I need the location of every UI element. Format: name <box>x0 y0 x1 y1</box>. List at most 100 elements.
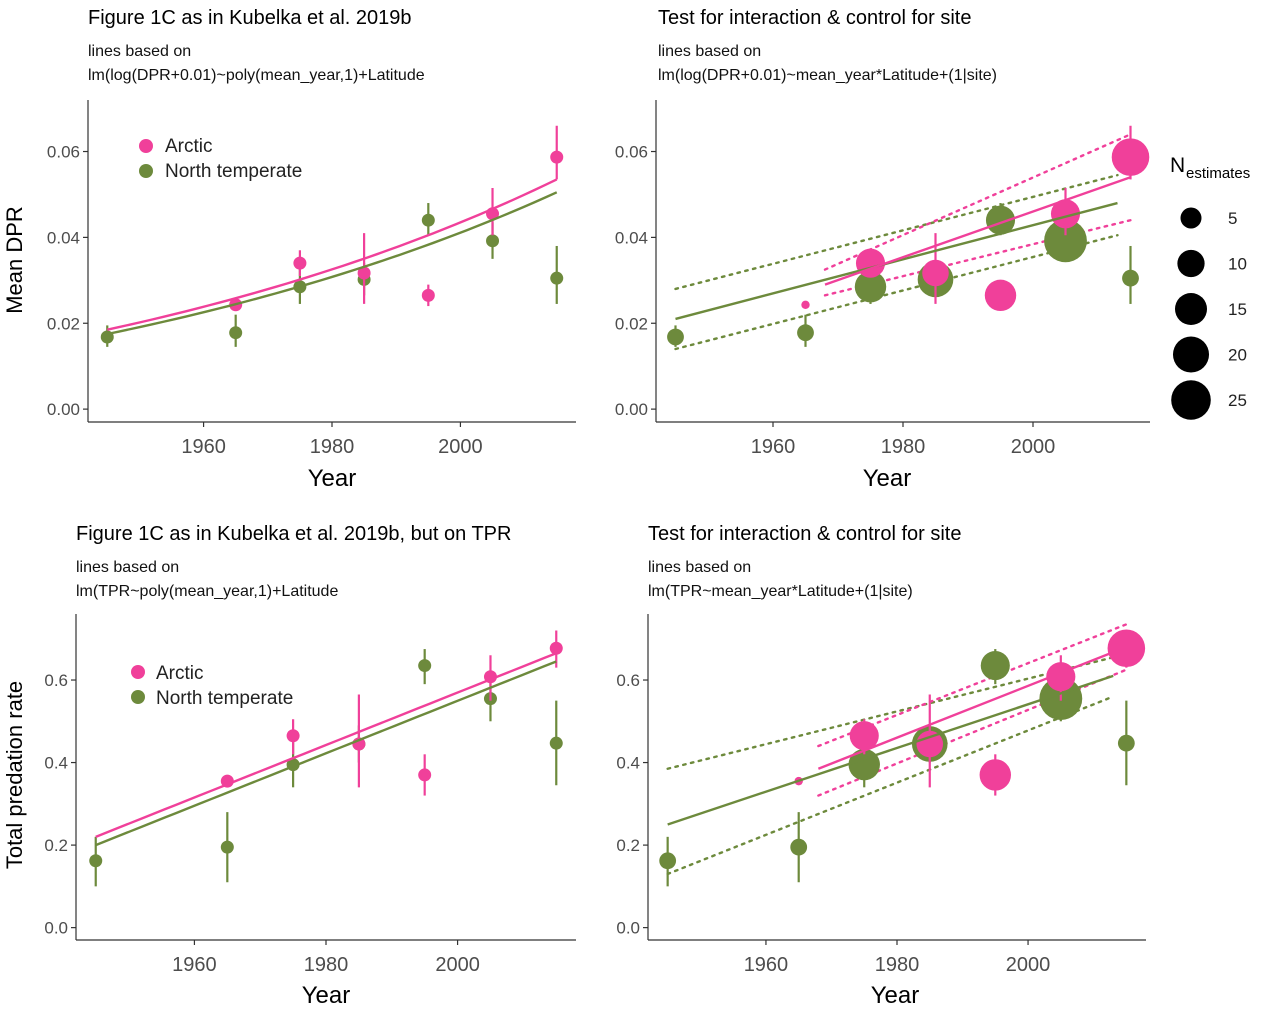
data-point-north-temperate <box>418 659 432 673</box>
x-tick-label: 2000 <box>1011 436 1056 458</box>
legend-label-temperate: North temperate <box>156 688 293 709</box>
panel-subtitle-line1: lines based on <box>648 559 751 576</box>
size-legend-label: 15 <box>1228 300 1247 319</box>
data-point-north-temperate <box>1044 219 1087 263</box>
x-tick-label: 2000 <box>1006 954 1051 976</box>
y-tick-label: 0.00 <box>615 400 648 419</box>
legend-key-arctic <box>131 665 145 679</box>
y-tick-label: 0.02 <box>47 314 80 333</box>
legend-label-arctic: Arctic <box>156 663 204 684</box>
data-point-north-temperate <box>985 205 1016 235</box>
legend-key-temperate <box>131 690 145 704</box>
data-point-north-temperate <box>486 234 500 248</box>
panel-subtitle-line2: lm(log(DPR+0.01)~mean_year*Latitude+(1|s… <box>658 67 997 84</box>
size-legend-label: 25 <box>1228 391 1247 410</box>
data-point-north-temperate <box>421 213 435 227</box>
data-point-arctic <box>849 721 879 751</box>
fit-line-arctic <box>817 645 1127 770</box>
data-point-arctic <box>357 266 371 280</box>
data-point-arctic <box>549 641 563 655</box>
data-point-arctic <box>421 288 435 302</box>
data-point-north-temperate <box>980 651 1010 681</box>
color-legend: Arctic North temperate <box>131 663 293 709</box>
y-axis-label: Mean DPR <box>2 206 27 314</box>
panel-subtitle-line1: lines based on <box>76 559 179 576</box>
y-tick-label: 0.6 <box>44 671 68 690</box>
panel-title: Figure 1C as in Kubelka et al. 2019b, bu… <box>76 523 511 545</box>
size-legend-key <box>1174 292 1208 326</box>
y-tick-label: 0.06 <box>615 143 648 162</box>
ci-upper-line-arctic <box>823 133 1132 271</box>
data-point-arctic <box>550 150 564 164</box>
fit-line-north-temperate <box>675 201 1118 321</box>
panel-title: Test for interaction & control for site <box>648 523 961 545</box>
y-tick-label: 0.4 <box>44 754 68 773</box>
plot-area: 0.00 0.02 0.04 0.06 1960 1980 2000 <box>615 100 1150 458</box>
y-tick-label: 0.04 <box>47 228 80 247</box>
x-tick-label: 1980 <box>310 436 355 458</box>
x-tick-label: 1960 <box>751 436 796 458</box>
y-tick-label: 0.4 <box>616 754 640 773</box>
plot-area: 0.00 0.02 0.04 0.06 1960 1980 2000 <box>47 100 576 458</box>
panel-subtitle-line2: lm(TPR~poly(mean_year,1)+Latitude <box>76 583 338 600</box>
panel-tpr-interaction: Test for interaction & control for site … <box>616 523 1146 1009</box>
y-tick-label: 0.0 <box>44 919 68 938</box>
data-point-arctic <box>286 729 300 743</box>
y-tick-label: 0.0 <box>616 919 640 938</box>
x-tick-label: 2000 <box>438 436 483 458</box>
y-axis-label: Total predation rate <box>2 681 27 869</box>
y-tick-label: 0.02 <box>615 314 648 333</box>
panel-subtitle-line2: lm(log(DPR+0.01)~poly(mean_year,1)+Latit… <box>88 67 425 84</box>
fit-line-north-temperate <box>667 674 1114 826</box>
data-point-arctic <box>418 768 432 782</box>
x-axis-label: Year <box>302 982 351 1009</box>
x-tick-label: 1960 <box>181 436 226 458</box>
data-point-arctic <box>916 730 944 758</box>
panel-dpr-fig1c: Figure 1C as in Kubelka et al. 2019b lin… <box>2 7 576 492</box>
x-tick-label: 1980 <box>875 954 920 976</box>
data-point-north-temperate <box>89 854 103 868</box>
x-axis-label: Year <box>308 465 357 492</box>
fit-line-north-temperate <box>107 191 558 336</box>
y-tick-label: 0.6 <box>616 671 640 690</box>
size-legend-items: 5 10 15 20 25 <box>1171 207 1247 420</box>
data-point-north-temperate <box>797 324 814 342</box>
data-point-north-temperate <box>790 838 808 856</box>
y-tick-label: 0.06 <box>47 143 80 162</box>
x-tick-label: 1980 <box>881 436 926 458</box>
data-point-arctic <box>922 259 949 287</box>
panel-subtitle-line2: lm(TPR~mean_year*Latitude+(1|site) <box>648 583 913 600</box>
fit-line-arctic <box>107 178 558 331</box>
size-legend: N estimates 5 10 15 20 25 <box>1170 154 1250 420</box>
panel-subtitle-line1: lines based on <box>658 43 761 60</box>
legend-key-temperate <box>139 164 153 178</box>
panel-title: Test for interaction & control for site <box>658 7 971 29</box>
x-axis-label: Year <box>863 465 912 492</box>
panel-tpr-fig1c: Figure 1C as in Kubelka et al. 2019b, bu… <box>2 523 576 1009</box>
panel-title: Figure 1C as in Kubelka et al. 2019b <box>88 7 412 29</box>
size-legend-key <box>1172 336 1210 373</box>
data-point-north-temperate <box>550 271 564 285</box>
size-legend-key <box>1177 249 1205 278</box>
fit-line-north-temperate <box>95 660 557 847</box>
fit-line-arctic <box>824 176 1131 286</box>
y-tick-label: 0.04 <box>615 228 648 247</box>
plot-area: 0.0 0.2 0.4 0.6 1960 1980 2000 <box>44 614 576 976</box>
x-axis-label: Year <box>871 982 920 1009</box>
data-point-arctic <box>984 279 1017 312</box>
size-legend-label: 5 <box>1228 209 1237 228</box>
data-point-north-temperate <box>854 271 887 303</box>
size-legend-label: 10 <box>1228 255 1247 274</box>
data-point-arctic <box>293 256 307 270</box>
y-tick-label: 0.2 <box>616 836 640 855</box>
data-point-north-temperate <box>549 736 563 750</box>
data-point-north-temperate <box>667 328 684 346</box>
data-point-north-temperate <box>229 326 243 340</box>
size-legend-key <box>1180 207 1202 229</box>
size-legend-title: N <box>1170 154 1185 177</box>
size-legend-subscript: estimates <box>1186 165 1250 182</box>
x-tick-label: 1960 <box>172 954 217 976</box>
y-tick-label: 0.2 <box>44 836 68 855</box>
color-legend: Arctic North temperate <box>139 136 302 182</box>
